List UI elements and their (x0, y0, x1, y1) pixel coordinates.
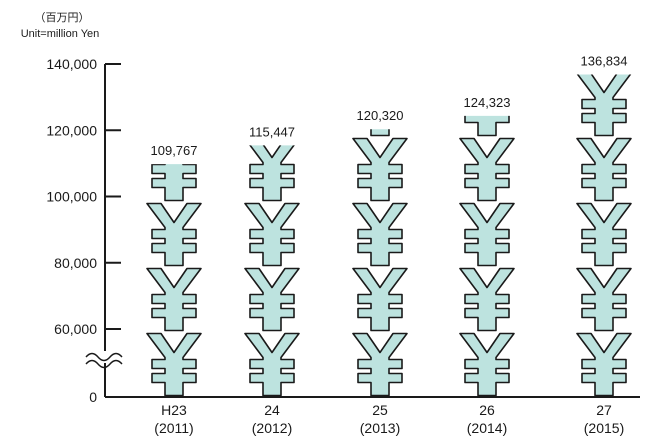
x-tick-sublabel: (2014) (467, 420, 507, 436)
yen-icon (146, 202, 202, 267)
yen-icon (146, 267, 202, 332)
yen-icon (459, 267, 515, 332)
data-label: 120,320 (357, 108, 404, 123)
unit-label-japanese: （百万円） (35, 11, 90, 24)
axis-break-icon (85, 351, 125, 369)
yen-icon (459, 137, 515, 202)
yen-icon (244, 267, 300, 332)
yen-icon (352, 267, 408, 332)
x-tick-label: H23 (161, 402, 187, 418)
yen-icon (459, 202, 515, 267)
yen-icon (459, 332, 515, 397)
unit-label-english: Unit=million Yen (21, 28, 100, 40)
yen-icon (352, 202, 408, 267)
x-tick-label: 27 (596, 402, 612, 418)
y-tick-label: 60,000 (54, 321, 97, 337)
x-tick-sublabel: (2012) (252, 420, 292, 436)
yen-icon (146, 332, 202, 397)
labels-group: 109,767 115,447 120,320 124,323 136,834 0 60,0… (46, 53, 627, 436)
yen-icon (352, 332, 408, 397)
yen-icon (151, 164, 197, 202)
yen-icon (370, 129, 390, 137)
bar (576, 74, 632, 397)
x-tick-label: 24 (264, 402, 280, 418)
axes-group (85, 63, 640, 398)
y-tick-label: 120,000 (46, 122, 97, 138)
yen-icon (464, 115, 510, 137)
y-tick-label: 80,000 (54, 255, 97, 271)
x-tick-sublabel: (2011) (154, 420, 193, 436)
data-label: 115,447 (249, 124, 295, 139)
bars-group (146, 74, 632, 397)
y-tick-label: 100,000 (46, 189, 97, 205)
yen-icon (249, 145, 295, 202)
yen-icon (244, 332, 300, 397)
yen-icon (576, 267, 632, 332)
yen-icon (244, 202, 300, 267)
x-tick-sublabel: (2013) (360, 420, 400, 436)
x-tick-sublabel: (2015) (584, 420, 624, 436)
bar (459, 115, 515, 397)
yen-icon (576, 74, 632, 137)
yen-icon (576, 137, 632, 202)
yen-icon (576, 202, 632, 267)
yen-icon (352, 137, 408, 202)
x-tick-label: 26 (479, 402, 495, 418)
data-label: 124,323 (464, 95, 511, 110)
x-tick-label: 25 (372, 402, 388, 418)
y-tick-label: 0 (89, 389, 97, 405)
data-label: 136,834 (581, 53, 628, 68)
data-label: 109,767 (151, 143, 198, 158)
bar (244, 145, 300, 397)
yen-icon (576, 332, 632, 397)
bar (352, 129, 408, 397)
bar (146, 164, 202, 397)
y-tick-label: 140,000 (46, 56, 97, 72)
